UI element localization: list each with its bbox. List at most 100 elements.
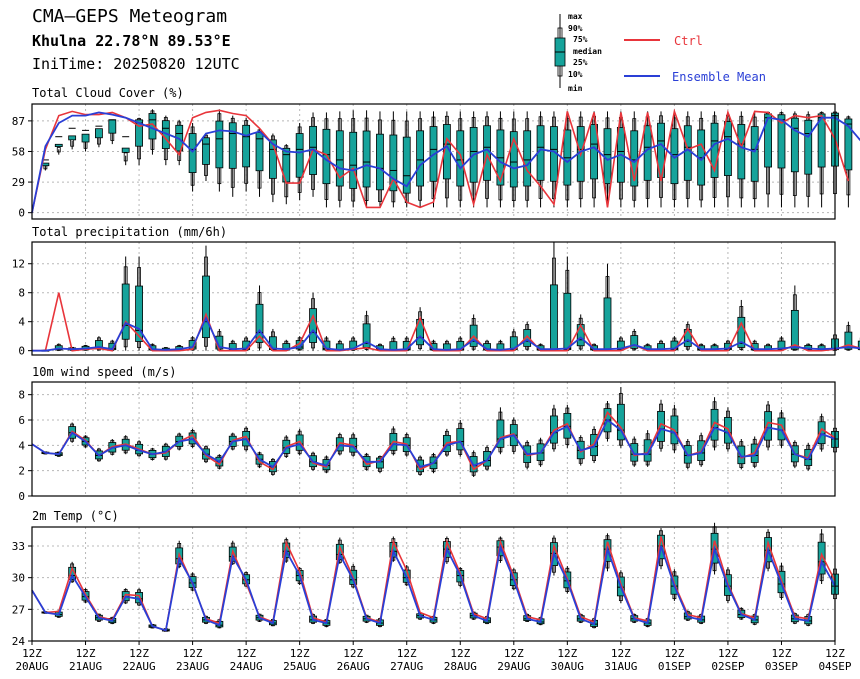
x-tick-date: 01SEP: [658, 660, 691, 673]
y-tick-label: 12: [12, 258, 25, 271]
x-tick-time: 12Z: [183, 647, 203, 660]
box-body: [402, 136, 411, 194]
legend-box-label: 10%: [568, 70, 583, 79]
box-body: [335, 543, 344, 561]
y-tick-label: 0: [18, 207, 25, 220]
box-body: [603, 128, 612, 185]
mean-series-line: [32, 315, 860, 352]
box-body: [376, 457, 384, 469]
box-body: [750, 126, 759, 182]
legend-box-label: median: [573, 46, 602, 56]
box-body: [335, 130, 344, 187]
x-tick-date: 29AUG: [497, 660, 530, 673]
box-body: [710, 122, 719, 178]
box-body: [630, 335, 639, 349]
box-body: [737, 316, 746, 348]
box-body: [777, 340, 786, 351]
y-tick-label: 8: [18, 287, 25, 300]
x-tick-time: 12Z: [557, 647, 577, 660]
box-body: [563, 292, 572, 351]
y-tick-label: 27: [12, 603, 25, 616]
y-tick-label: 4: [18, 439, 25, 452]
box-body: [857, 340, 860, 351]
x-tick-time: 12Z: [504, 647, 524, 660]
box-body: [228, 122, 237, 169]
box-body: [202, 275, 210, 339]
box-body: [576, 324, 585, 347]
legend-box-label: min: [568, 83, 583, 93]
box-body: [724, 121, 732, 176]
box-body: [416, 130, 425, 187]
x-tick-time: 12Z: [611, 647, 631, 660]
legend-box-label: max: [568, 12, 583, 21]
legend-mean-label: Ensemble Mean: [672, 70, 766, 84]
ctrl-series-line: [31, 108, 850, 213]
box-body: [616, 403, 625, 441]
legend-ctrl-label: Ctrl: [674, 34, 703, 48]
box-body: [362, 130, 371, 188]
box-body: [643, 439, 652, 462]
y-tick-label: 24: [12, 635, 26, 648]
y-tick-label: 0: [18, 490, 25, 503]
box-body: [737, 124, 746, 180]
y-tick-label: 6: [18, 414, 25, 427]
box-body: [817, 421, 826, 445]
x-tick-date: 28AUG: [444, 660, 477, 673]
box-body: [550, 284, 558, 351]
panel-frame: [31, 241, 836, 356]
x-tick-date: 31AUG: [604, 660, 637, 673]
box-body: [188, 133, 197, 173]
panel-frame: [31, 381, 836, 497]
x-tick-date: 27AUG: [390, 660, 423, 673]
box-body: [108, 119, 117, 134]
x-tick-time: 12Z: [825, 647, 845, 660]
box-body: [817, 113, 826, 168]
box-body: [349, 131, 358, 189]
box-body: [844, 118, 853, 171]
box-tail: [123, 152, 128, 162]
box-body: [496, 419, 505, 448]
box-body: [376, 133, 384, 191]
y-tick-label: 0: [18, 345, 25, 358]
x-tick-date: 04SEP: [818, 660, 851, 673]
box-body: [804, 119, 813, 175]
x-tick-date: 26AUG: [337, 660, 370, 673]
box-body: [135, 285, 143, 342]
init-time-label: IniTime: 20250820 12UTC: [32, 55, 240, 73]
x-tick-date: 20AUG: [15, 660, 48, 673]
panel-title: Total precipitation (mm/6h): [32, 225, 227, 239]
box-body: [523, 130, 532, 187]
box-tail: [56, 147, 61, 153]
y-tick-label: 4: [18, 316, 25, 329]
box-body: [683, 125, 692, 181]
y-tick-label: 30: [12, 572, 25, 585]
box-body: [202, 137, 210, 165]
ctrl-series-line: [32, 292, 860, 352]
x-tick-time: 12Z: [718, 647, 738, 660]
box-body: [710, 408, 719, 441]
box-body: [268, 139, 277, 179]
location-label: Khulna 22.78°N 89.53°E: [32, 32, 231, 50]
x-tick-time: 12Z: [664, 647, 684, 660]
y-tick-label: 8: [18, 389, 25, 402]
x-tick-date: 25AUG: [283, 660, 316, 673]
box-body: [456, 130, 465, 187]
box-body: [242, 124, 251, 168]
box-body: [616, 340, 625, 351]
x-tick-date: 02SEP: [711, 660, 744, 673]
y-tick-label: 2: [18, 465, 25, 478]
x-tick-date: 30AUG: [551, 660, 584, 673]
x-tick-time: 12Z: [343, 647, 363, 660]
box-body: [509, 131, 518, 188]
box-body: [643, 125, 652, 181]
box-body: [844, 331, 853, 350]
box-body: [603, 297, 612, 351]
chart-title: CMA—GEPS Meteogram: [32, 6, 228, 27]
box-body: [322, 128, 331, 185]
box-body: [68, 135, 77, 141]
box-body: [790, 309, 799, 350]
box-body: [389, 134, 398, 192]
box-body: [657, 410, 665, 442]
box-body: [81, 133, 90, 143]
